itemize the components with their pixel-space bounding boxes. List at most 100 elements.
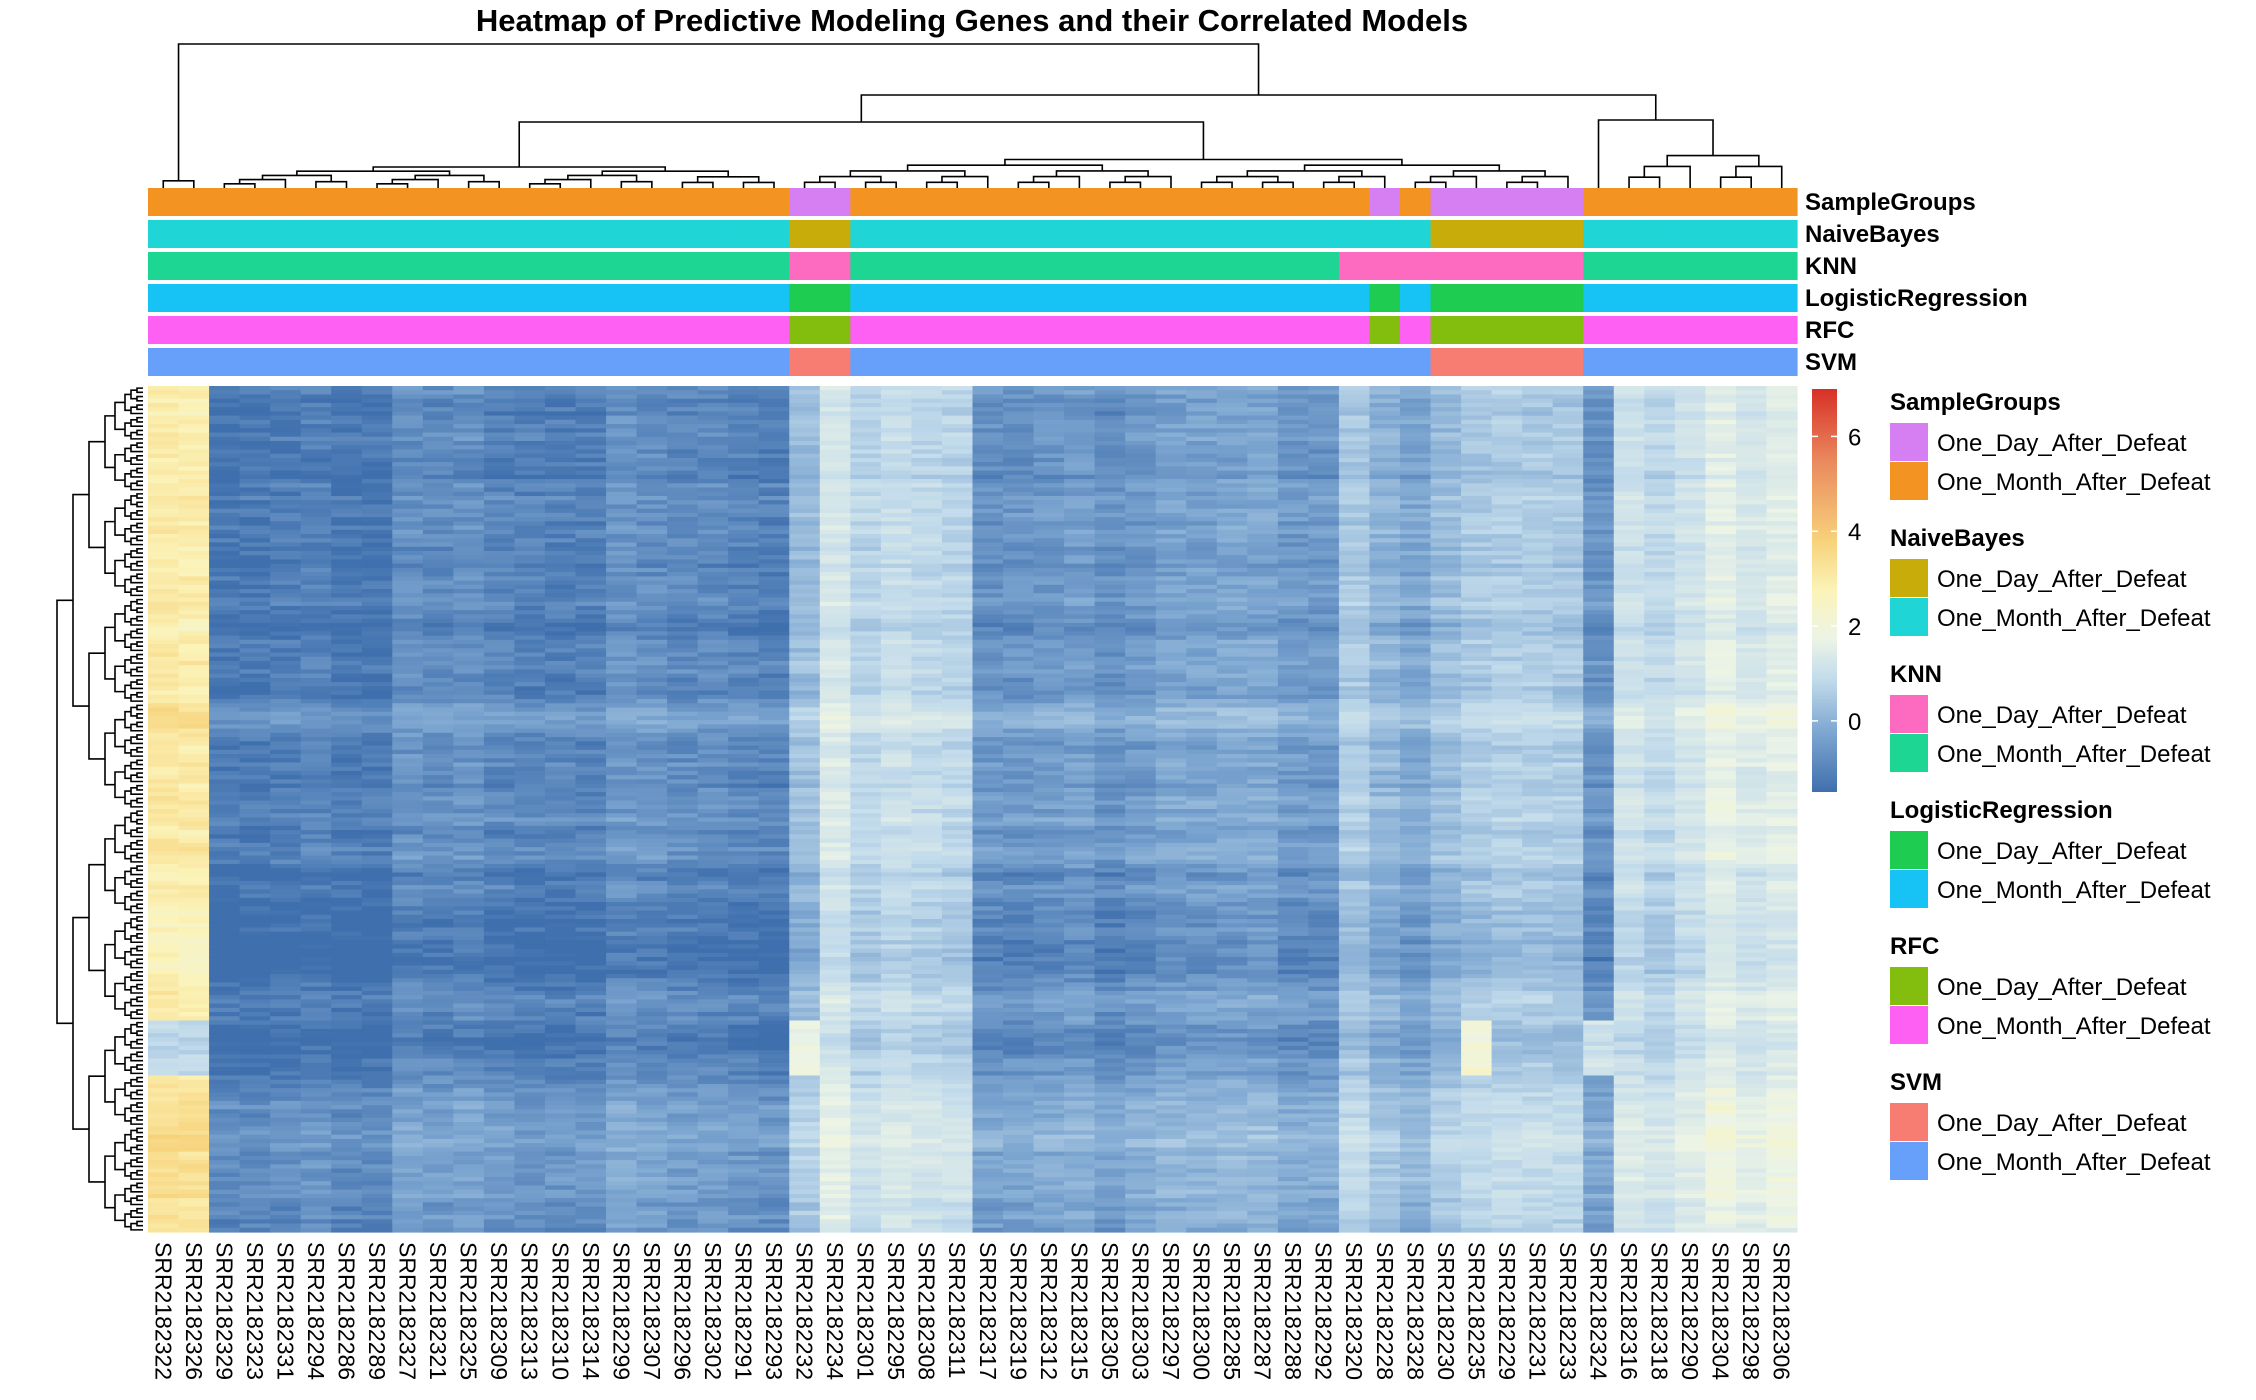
heatmap-cell — [453, 1215, 485, 1220]
heatmap-cell — [300, 830, 332, 835]
heatmap-cell — [789, 1202, 821, 1208]
annotation-cell — [941, 252, 974, 280]
heatmap-cell — [422, 847, 454, 852]
heatmap-cell — [361, 766, 393, 772]
heatmap-cell — [514, 508, 546, 514]
heatmap-cell — [361, 995, 393, 1000]
heatmap-cell — [209, 652, 241, 658]
heatmap-cell — [667, 419, 699, 425]
heatmap-cell — [331, 1155, 363, 1161]
heatmap-cell — [697, 555, 729, 561]
heatmap-cell — [483, 538, 516, 544]
heatmap-cell — [819, 508, 851, 514]
heatmap-cell — [361, 1037, 393, 1043]
heatmap-cell — [514, 889, 546, 895]
heatmap-cell — [606, 470, 638, 476]
heatmap-cell — [544, 453, 577, 459]
heatmap-cell — [636, 407, 668, 412]
heatmap-cell — [514, 872, 546, 878]
heatmap-cell — [789, 948, 821, 954]
heatmap-cell — [819, 999, 851, 1005]
heatmap-cell — [789, 783, 821, 789]
heatmap-cell — [453, 1067, 485, 1072]
heatmap-cell — [544, 707, 577, 713]
heatmap-cell — [606, 838, 638, 844]
heatmap-cell — [148, 931, 180, 937]
heatmap-cell — [728, 605, 760, 611]
heatmap-cell — [575, 737, 607, 742]
heatmap-cell — [636, 893, 668, 899]
heatmap-cell — [331, 817, 363, 823]
heatmap-cell — [361, 1219, 393, 1225]
heatmap-cell — [422, 817, 454, 823]
heatmap-cell — [758, 1198, 790, 1203]
heatmap-cell — [728, 720, 760, 725]
heatmap-cell — [606, 453, 638, 459]
heatmap-cell — [361, 487, 393, 493]
heatmap-cell — [453, 1062, 485, 1068]
heatmap-cell — [422, 715, 454, 721]
heatmap-cell — [544, 914, 577, 920]
heatmap-cell — [148, 538, 180, 544]
heatmap-cell — [667, 610, 699, 616]
heatmap-cell — [453, 534, 485, 539]
heatmap-cell — [453, 1016, 485, 1022]
heatmap-cell — [758, 1202, 790, 1208]
heatmap-cell — [422, 821, 454, 827]
heatmap-cell — [422, 745, 454, 751]
heatmap-cell — [819, 1177, 851, 1182]
dendrogram-branch — [1200, 181, 1233, 188]
heatmap-cell — [636, 525, 668, 531]
heatmap-cell — [209, 1147, 241, 1153]
heatmap-cell — [300, 1113, 332, 1119]
annotation-cell — [1613, 252, 1645, 280]
heatmap-cell — [758, 589, 790, 594]
heatmap-cell — [300, 745, 332, 751]
heatmap-cell — [453, 1024, 485, 1030]
heatmap-cell — [209, 1130, 241, 1136]
heatmap-cell — [392, 728, 424, 734]
heatmap-cell — [544, 660, 577, 666]
dendrogram-branch — [567, 174, 638, 182]
heatmap-cell — [819, 1016, 851, 1022]
heatmap-cell — [483, 813, 516, 819]
annotation-cell — [1613, 220, 1645, 248]
heatmap-cell — [575, 1130, 607, 1136]
heatmap-cell — [544, 550, 577, 556]
heatmap-cell — [453, 1193, 485, 1199]
heatmap-cell — [636, 563, 668, 569]
heatmap-cell — [575, 838, 607, 844]
heatmap-cell — [758, 715, 790, 721]
heatmap-cell — [148, 880, 180, 886]
heatmap-cell — [483, 1198, 516, 1203]
heatmap-cell — [270, 847, 302, 852]
heatmap-cell — [667, 627, 699, 632]
heatmap-cell — [819, 1143, 851, 1148]
heatmap-cell — [361, 813, 393, 819]
heatmap-cell — [148, 504, 180, 510]
heatmap-cell — [483, 660, 516, 666]
heatmap-cell — [606, 931, 638, 937]
heatmap-cell — [514, 859, 546, 865]
heatmap-cell — [392, 500, 424, 506]
heatmap-cell — [758, 1122, 790, 1127]
heatmap-cell — [331, 690, 363, 696]
heatmap-cell — [606, 1109, 638, 1115]
heatmap-cell — [178, 817, 210, 823]
heatmap-cell — [361, 457, 393, 463]
heatmap-cell — [148, 398, 180, 404]
heatmap-cell — [300, 902, 332, 907]
heatmap-cell — [819, 525, 851, 531]
heatmap-cell — [239, 855, 271, 861]
annotation-cell — [1216, 252, 1248, 280]
heatmap-cell — [422, 470, 454, 476]
heatmap-cell — [239, 821, 271, 827]
heatmap-cell — [331, 1067, 363, 1072]
annotation-cell — [1766, 284, 1798, 312]
heatmap-cell — [331, 1071, 363, 1077]
heatmap-cell — [606, 1088, 638, 1094]
heatmap-cell — [392, 644, 424, 649]
heatmap-cell — [697, 436, 729, 442]
heatmap-cell — [544, 1113, 577, 1119]
heatmap-cell — [514, 1177, 546, 1182]
